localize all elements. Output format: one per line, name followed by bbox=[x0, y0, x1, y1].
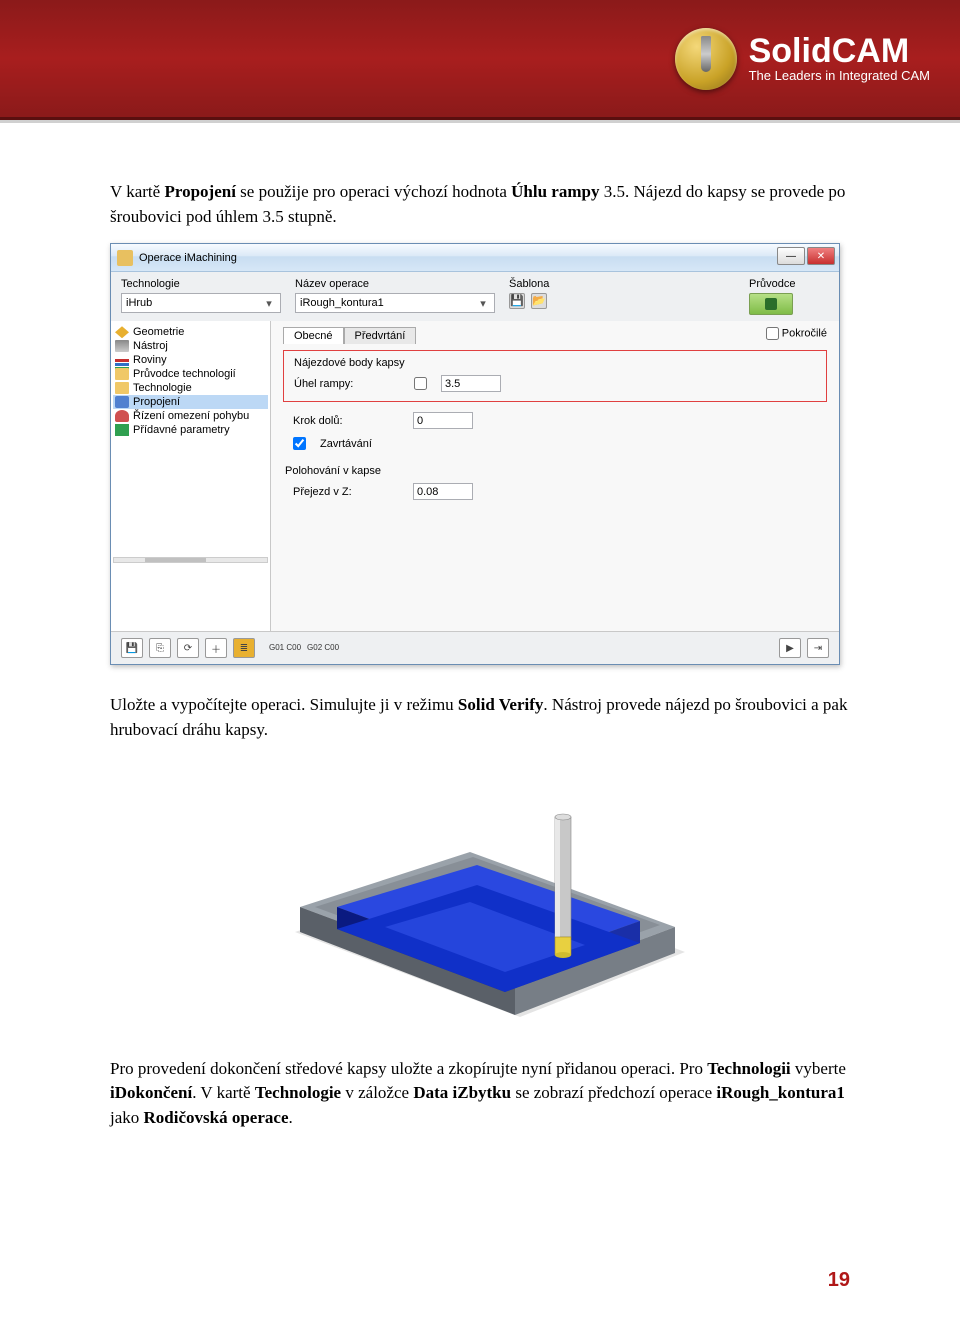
logo-medallion-icon bbox=[675, 28, 737, 90]
dialog-footer: 💾 ⎘ ⟳ ＋ ≣ G01 C00 G02 C00 ▶ ⇥ bbox=[111, 631, 839, 664]
prejezd-input[interactable]: 0.08 bbox=[413, 483, 473, 500]
ramp-group-highlighted: Nájezdové body kapsy Úhel rampy: 3.5 bbox=[283, 350, 827, 402]
ramp-angle-input[interactable]: 3.5 bbox=[441, 375, 501, 392]
plus-icon bbox=[115, 424, 129, 436]
logo: SolidCAM The Leaders in Integrated CAM bbox=[675, 28, 930, 90]
exit-icon[interactable]: ⇥ bbox=[807, 638, 829, 658]
zavrtavani-label: Zavrtávání bbox=[320, 438, 372, 450]
save-icon[interactable]: 💾 bbox=[121, 638, 143, 658]
tab-predvrtani[interactable]: Předvrtání bbox=[344, 327, 417, 344]
paragraph-2: Uložte a vypočítejte operaci. Simulujte … bbox=[110, 693, 850, 742]
link-icon bbox=[115, 396, 129, 408]
opname-combo[interactable]: iRough_kontura1▾ bbox=[295, 293, 495, 313]
folder-icon bbox=[115, 368, 129, 380]
calculate-icon[interactable]: ⟳ bbox=[177, 638, 199, 658]
add-icon[interactable]: ＋ bbox=[205, 638, 227, 658]
solid-verify-render bbox=[245, 757, 715, 1027]
levels-icon bbox=[115, 359, 129, 362]
operation-tree[interactable]: GeometrieNástrojRovinyPrůvodce technolog… bbox=[111, 321, 271, 631]
save-copy-icon[interactable]: ⎘ bbox=[149, 638, 171, 658]
gcode-icons[interactable]: G01 C00 G02 C00 bbox=[269, 644, 339, 652]
paragraph-3: Pro provedení dokončení středové kapsy u… bbox=[110, 1057, 850, 1131]
paragraph-1: V kartě Propojení se použije pro operaci… bbox=[110, 180, 850, 229]
tree-item-p-davn-parametry[interactable]: Přídavné parametry bbox=[113, 423, 268, 437]
group2-title: Polohování v kapse bbox=[285, 465, 827, 477]
folder-icon bbox=[115, 382, 129, 394]
logo-subtitle: The Leaders in Integrated CAM bbox=[749, 68, 930, 84]
dialog-app-icon bbox=[117, 250, 133, 266]
guide-button[interactable] bbox=[749, 293, 793, 315]
template-label: Šablona bbox=[509, 278, 649, 290]
dialog-titlebar: Operace iMachining — ✕ bbox=[111, 244, 839, 272]
technology-combo[interactable]: iHrub▾ bbox=[121, 293, 281, 313]
tree-item-pr-vodce-technologi-[interactable]: Průvodce technologií bbox=[113, 367, 268, 381]
tree-item--zen-omezen-pohybu[interactable]: Řízení omezení pohybu bbox=[113, 409, 268, 423]
database-icon[interactable]: ≣ bbox=[233, 638, 255, 658]
save-template-icon[interactable]: 💾 bbox=[509, 293, 525, 309]
ramp-angle-checkbox[interactable] bbox=[414, 377, 427, 390]
advanced-checkbox[interactable]: Pokročilé bbox=[766, 327, 827, 340]
close-button[interactable]: ✕ bbox=[807, 247, 835, 265]
ramp-angle-label: Úhel rampy: bbox=[294, 378, 404, 390]
zavrtavani-checkbox[interactable] bbox=[293, 437, 306, 450]
page-header: SolidCAM The Leaders in Integrated CAM bbox=[0, 0, 960, 120]
tree-item-n-stroj[interactable]: Nástroj bbox=[113, 339, 268, 353]
motion-icon bbox=[115, 410, 129, 422]
play-icon bbox=[765, 298, 777, 310]
guide-label: Průvodce bbox=[749, 278, 829, 290]
minimize-button[interactable]: — bbox=[777, 247, 805, 265]
dialog-title: Operace iMachining bbox=[139, 252, 237, 264]
chevron-down-icon: ▾ bbox=[262, 297, 276, 310]
open-template-icon[interactable]: 📂 bbox=[531, 293, 547, 309]
step-down-label: Krok dolů: bbox=[293, 415, 403, 427]
chevron-down-icon: ▾ bbox=[476, 297, 490, 310]
prejezd-label: Přejezd v Z: bbox=[293, 486, 403, 498]
step-down-input[interactable]: 0 bbox=[413, 412, 473, 429]
simulate-icon[interactable]: ▶ bbox=[779, 638, 801, 658]
group-title: Nájezdové body kapsy bbox=[294, 357, 816, 369]
geom-icon bbox=[115, 326, 129, 338]
scrollbar[interactable] bbox=[113, 557, 268, 563]
opname-label: Název operace bbox=[295, 278, 495, 290]
tool-icon bbox=[115, 340, 129, 352]
operation-dialog: Operace iMachining — ✕ Technologie iHrub… bbox=[110, 243, 840, 665]
page-number: 19 bbox=[828, 1269, 850, 1292]
tree-item-geometrie[interactable]: Geometrie bbox=[113, 325, 268, 339]
tab-obecne[interactable]: Obecné bbox=[283, 327, 344, 344]
tree-item-technologie[interactable]: Technologie bbox=[113, 381, 268, 395]
technology-label: Technologie bbox=[121, 278, 281, 290]
tree-item-roviny[interactable]: Roviny bbox=[113, 353, 268, 367]
logo-title: SolidCAM bbox=[749, 34, 930, 68]
tree-item-propojen-[interactable]: Propojení bbox=[113, 395, 268, 409]
